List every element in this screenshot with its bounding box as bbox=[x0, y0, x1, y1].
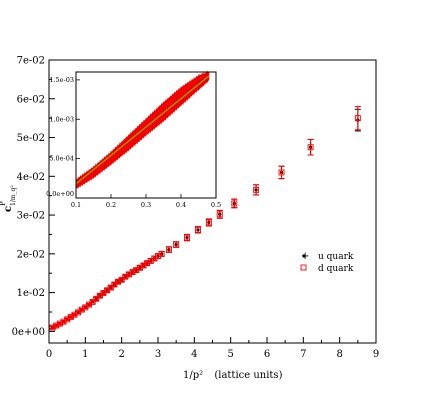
y-tick-label: 0e+00 bbox=[12, 327, 45, 338]
main-x-ticks: 0 1 2 3 4 5 6 7 8 9 bbox=[46, 337, 379, 360]
series-d-quark bbox=[49, 106, 361, 331]
legend-marker-d-quark bbox=[300, 264, 307, 271]
legend-label-u-quark: u quark bbox=[318, 252, 354, 262]
d-quark-point bbox=[194, 226, 201, 234]
d-quark-point bbox=[216, 209, 223, 219]
y-axis-label-main: c bbox=[3, 206, 14, 212]
x-tick-label: 3 bbox=[155, 349, 161, 360]
x-tick-label: 9 bbox=[373, 349, 379, 360]
inset-x-tick-label: 0.5 bbox=[211, 201, 221, 209]
inset-x-tick-label: 0.3 bbox=[141, 201, 151, 209]
d-quark-point bbox=[205, 218, 212, 227]
inset-x-ticks: 0.1 0.2 0.3 0.4 0.5 bbox=[71, 194, 221, 209]
inset-y-tick-label: 1.5e-03 bbox=[49, 76, 74, 84]
d-quark-point bbox=[253, 184, 260, 196]
y-axis-label-subscript: 1/m_q² bbox=[10, 185, 17, 206]
d-quark-point bbox=[144, 260, 151, 267]
y-tick-label: 4e-02 bbox=[17, 172, 45, 183]
inset-x-tick-label: 0.1 bbox=[71, 201, 81, 209]
inset-x-tick-label: 0.2 bbox=[106, 201, 116, 209]
x-tick-label: 8 bbox=[336, 349, 342, 360]
y-axis-label-superscript: P bbox=[0, 201, 7, 206]
x-tick-label: 7 bbox=[300, 349, 306, 360]
x-tick-label: 0 bbox=[46, 349, 52, 360]
x-tick-label: 5 bbox=[227, 349, 233, 360]
x-tick-label: 4 bbox=[191, 349, 197, 360]
y-tick-label: 5e-02 bbox=[17, 133, 45, 144]
y-tick-label: 3e-02 bbox=[17, 211, 45, 222]
legend-label-d-quark: d quark bbox=[318, 264, 354, 274]
x-tick-label: 1 bbox=[82, 349, 88, 360]
y-tick-label: 7e-02 bbox=[17, 56, 45, 67]
inset-fit-line bbox=[75, 75, 210, 185]
d-quark-point bbox=[354, 106, 361, 131]
x-axis-label: 1/p² (lattice units) bbox=[183, 370, 283, 381]
d-quark-point bbox=[278, 165, 285, 180]
d-quark-point bbox=[118, 276, 125, 283]
inset-y-tick-label: 5.0e-04 bbox=[49, 155, 74, 163]
d-quark-point bbox=[307, 138, 314, 156]
d-quark-point bbox=[56, 320, 63, 327]
inset-y-tick-label: 0.0e+00 bbox=[46, 190, 74, 198]
inset-y-ticks: 0.0e+00 5.0e-04 1.0e-03 1.5e-03 bbox=[46, 76, 80, 199]
inset-x-tick-label: 0.4 bbox=[176, 201, 186, 209]
d-quark-point bbox=[165, 246, 172, 253]
y-tick-label: 6e-02 bbox=[17, 94, 45, 105]
d-quark-point bbox=[53, 322, 60, 329]
d-quark-point bbox=[158, 250, 165, 257]
y-tick-label: 2e-02 bbox=[17, 249, 45, 260]
y-axis-label: c P 1/m_q² bbox=[0, 185, 17, 212]
main-y-ticks: 0e+00 1e-02 2e-02 3e-02 4e-02 5e-02 6e-02 7e-02 bbox=[12, 56, 55, 338]
inset-fit bbox=[75, 75, 210, 185]
legend: + u quark d quark bbox=[300, 251, 354, 274]
inset-y-tick-label: 1.0e-03 bbox=[49, 115, 74, 123]
y-tick-label: 1e-02 bbox=[17, 288, 45, 299]
d-quark-point bbox=[184, 233, 191, 242]
d-quark-point bbox=[49, 324, 56, 331]
inset-plot: 0.1 0.2 0.3 0.4 0.5 0.0e+00 5.0e-04 1.0e-03 1.5… bbox=[46, 70, 221, 209]
d-quark-point bbox=[173, 241, 180, 248]
x-tick-label: 6 bbox=[264, 349, 270, 360]
d-quark-point bbox=[231, 198, 238, 209]
d-quark-point bbox=[71, 311, 78, 318]
x-tick-label: 2 bbox=[118, 349, 124, 360]
